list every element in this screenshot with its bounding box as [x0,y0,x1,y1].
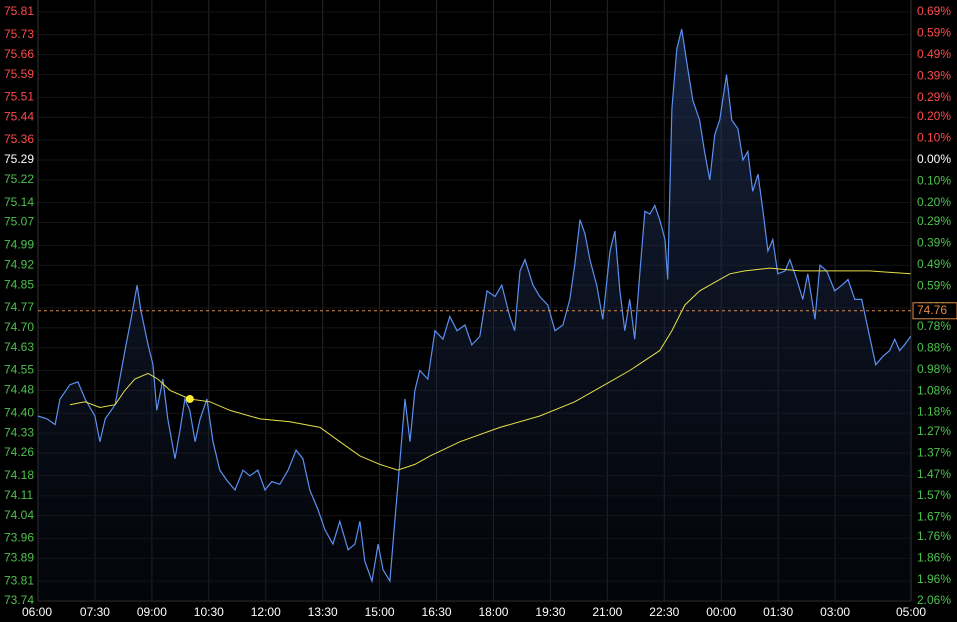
y-tick-label: 74.33 [4,425,34,439]
area [38,29,911,602]
x-tick-label: 00:00 [706,605,736,619]
y-tick-label: 74.26 [4,445,34,459]
x-tick-label: 18:00 [478,605,508,619]
x-tick-label: 21:00 [592,605,622,619]
y-tick-label: 74.48 [4,383,34,397]
y2-tick-label: 0.00% [917,152,951,166]
y-tick-label: 75.59 [4,67,34,81]
y2-tick-label: 1.37% [917,445,951,459]
y2-tick-label: 1.57% [917,488,951,502]
current-price-box [912,302,957,320]
line [69,267,911,471]
y-tick-label: 74.18 [4,468,34,482]
y-tick-label: 75.14 [4,195,34,209]
y2-tick-label: 0.10% [917,131,951,145]
y-tick-label: 74.04 [4,508,34,522]
x-tick-label: 19:30 [535,605,565,619]
y-tick-label: 75.44 [4,109,34,123]
y-tick-label: 74.99 [4,237,34,251]
y-tick-label: 73.81 [4,573,34,587]
marker-dot [185,394,194,403]
current-price-label: 74.76 [917,303,947,317]
y2-tick-label: 0.78% [917,319,951,333]
y-tick-label: 73.74 [4,593,34,607]
y2-tick-label: 0.98% [917,362,951,376]
x-tick-label: 07:30 [80,605,110,619]
y-tick-label: 75.36 [4,132,34,146]
y-tick-label: 75.66 [4,47,34,61]
y-tick-label: 75.73 [4,27,34,41]
y-tick-label: 74.77 [4,300,34,314]
y2-tick-label: 1.27% [917,424,951,438]
y2-tick-label: 0.88% [917,340,951,354]
y2-tick-label: 0.49% [917,257,951,271]
x-tick-label: 12:00 [251,605,281,619]
x-tick-label: 13:30 [308,605,338,619]
y2-tick-label: 1.76% [917,529,951,543]
y2-tick-label: 1.47% [917,467,951,481]
y2-tick-label: 0.20% [917,109,951,123]
y-tick-label: 74.92 [4,257,34,271]
y-tick-label: 75.81 [4,4,34,18]
y2-tick-label: 0.59% [917,278,951,292]
x-tick-label: 16:30 [422,605,452,619]
y2-tick-label: 1.96% [917,572,951,586]
y-tick-label: 74.70 [4,320,34,334]
x-tick-label: 01:30 [763,605,793,619]
line [37,28,912,584]
x-tick-label: 03:00 [820,605,850,619]
x-tick-label: 10:30 [194,605,224,619]
y-tick-label: 75.29 [4,152,34,166]
y2-tick-label: 0.39% [917,68,951,82]
y2-tick-label: 1.08% [917,383,951,397]
y2-tick-label: 0.39% [917,235,951,249]
x-tick-label: 06:00 [22,605,52,619]
y2-tick-label: 0.10% [917,173,951,187]
y2-tick-label: 1.67% [917,510,951,524]
y2-tick-label: 0.20% [917,195,951,209]
x-tick-label: 09:00 [137,605,167,619]
y-tick-label: 73.89 [4,550,34,564]
x-tick-label: 15:00 [365,605,395,619]
y2-tick-label: 0.49% [917,47,951,61]
y-tick-label: 75.22 [4,172,34,186]
y2-tick-label: 0.69% [917,4,951,18]
y-tick-label: 75.51 [4,90,34,104]
y-tick-label: 74.55 [4,363,34,377]
y-tick-label: 75.07 [4,215,34,229]
y-tick-label: 74.63 [4,340,34,354]
y-tick-label: 74.85 [4,277,34,291]
y2-tick-label: 0.29% [917,90,951,104]
x-tick-label: 22:30 [649,605,679,619]
x-tick-label: 05:00 [896,605,926,619]
y2-tick-label: 0.59% [917,26,951,40]
y2-tick-label: 2.06% [917,593,951,607]
y-tick-label: 73.96 [4,531,34,545]
y2-tick-label: 1.18% [917,405,951,419]
y2-tick-label: 1.86% [917,550,951,564]
y-tick-label: 74.40 [4,405,34,419]
y-tick-label: 74.11 [4,488,33,502]
y2-tick-label: 0.29% [917,214,951,228]
